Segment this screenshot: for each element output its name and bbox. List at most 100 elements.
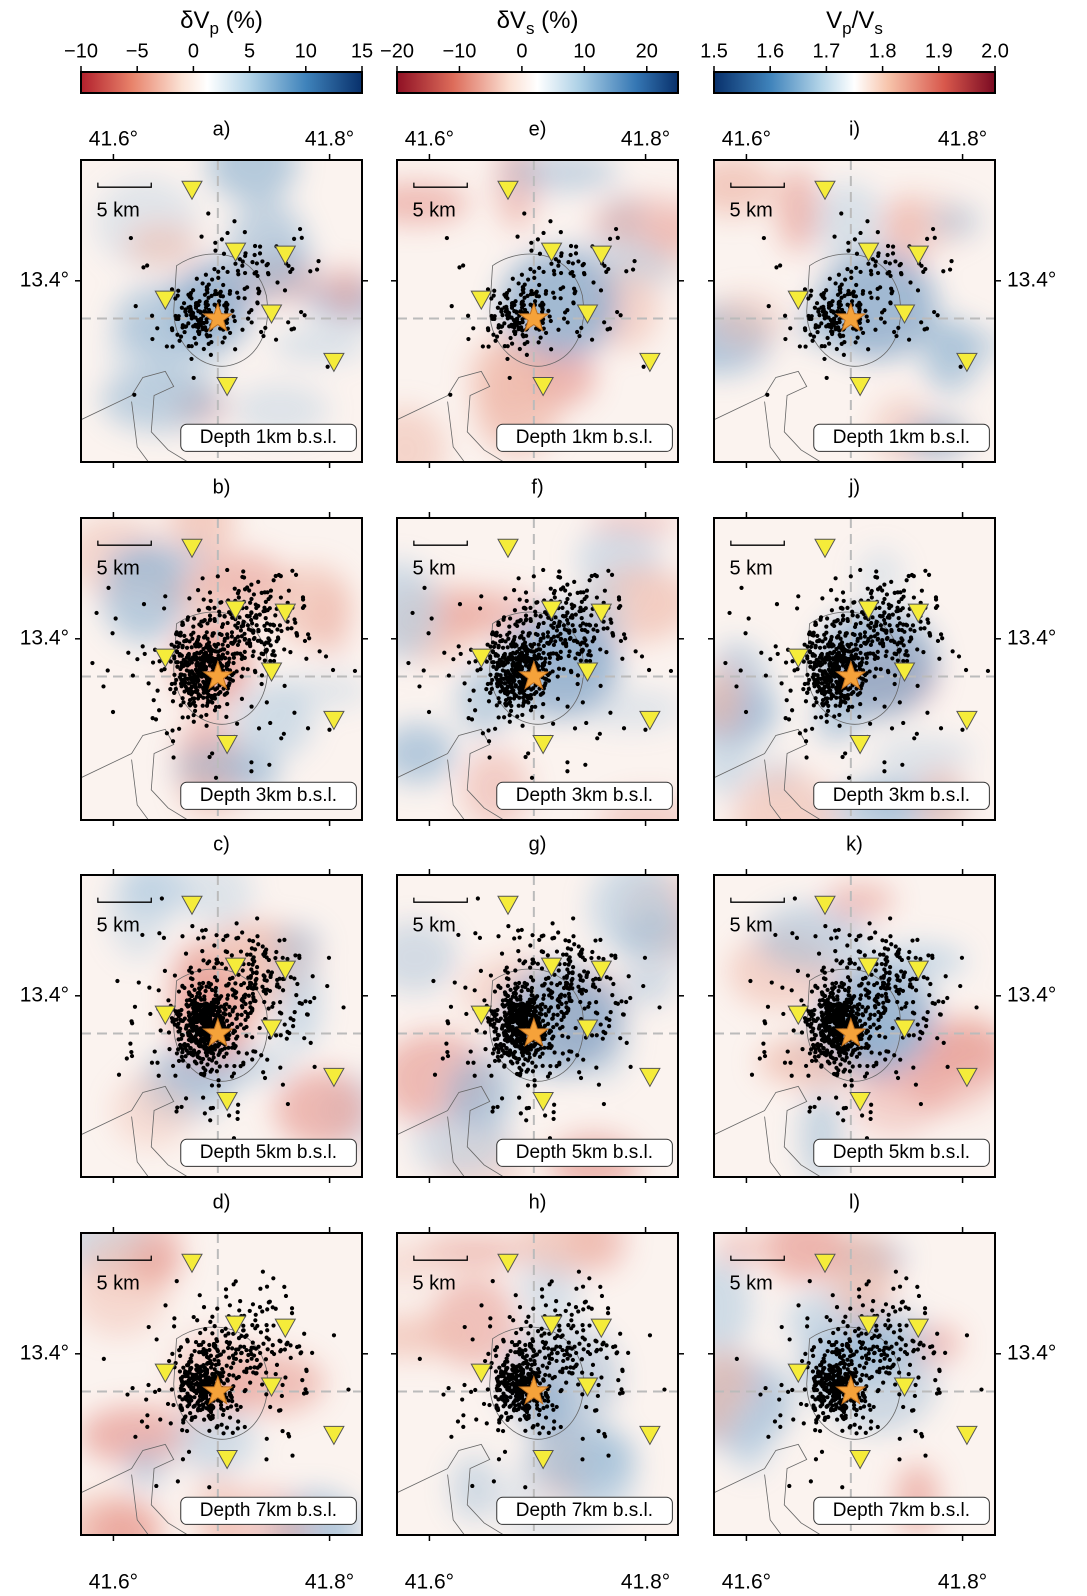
- anomaly: [525, 1424, 637, 1491]
- event: [426, 709, 432, 715]
- event: [265, 590, 270, 595]
- anomaly: [397, 722, 456, 784]
- event: [520, 712, 525, 718]
- event: [191, 1314, 196, 1320]
- event: [551, 642, 557, 648]
- event: [136, 980, 141, 985]
- event: [486, 344, 491, 349]
- event: [516, 980, 522, 986]
- event: [221, 1431, 226, 1436]
- event: [532, 275, 537, 280]
- event: [208, 333, 213, 338]
- event: [197, 684, 202, 689]
- event: [626, 974, 631, 979]
- event: [234, 936, 239, 941]
- event: [504, 965, 509, 970]
- event: [491, 644, 497, 650]
- event: [604, 975, 609, 980]
- event: [230, 1346, 235, 1351]
- event: [232, 1029, 238, 1034]
- event: [523, 1485, 528, 1490]
- event: [529, 1362, 534, 1368]
- scale-bar-label: 5 km: [96, 915, 139, 937]
- event: [233, 1044, 238, 1049]
- event: [194, 1382, 199, 1387]
- event: [268, 720, 273, 726]
- event: [214, 933, 219, 938]
- event: [559, 251, 564, 256]
- event: [564, 973, 570, 979]
- event: [169, 1387, 174, 1392]
- event: [564, 1000, 569, 1005]
- event: [491, 1047, 497, 1052]
- anomaly: [271, 329, 362, 361]
- event: [271, 1323, 276, 1328]
- event: [461, 1413, 466, 1418]
- event: [549, 1044, 554, 1049]
- event: [252, 271, 257, 276]
- event: [207, 1342, 212, 1348]
- event: [593, 985, 598, 990]
- colorbar-title: δVp (%): [180, 7, 263, 38]
- event: [532, 1078, 537, 1083]
- event: [238, 1404, 243, 1410]
- event: [531, 1398, 537, 1403]
- event: [178, 703, 183, 708]
- event: [242, 296, 247, 301]
- event: [179, 660, 184, 665]
- event: [561, 952, 566, 957]
- event: [146, 1324, 151, 1330]
- event: [516, 281, 521, 286]
- event: [515, 1014, 520, 1020]
- event: [531, 1354, 536, 1359]
- event: [205, 1011, 210, 1016]
- event: [172, 672, 177, 677]
- event: [513, 1293, 518, 1298]
- event: [261, 333, 266, 339]
- event: [608, 617, 613, 622]
- event: [561, 623, 566, 628]
- event: [249, 582, 254, 587]
- event: [508, 1389, 513, 1394]
- event: [508, 642, 514, 647]
- event: [587, 1351, 593, 1357]
- event: [561, 1358, 566, 1364]
- event: [217, 1009, 222, 1014]
- event: [598, 288, 604, 293]
- panel-letter: f): [531, 476, 543, 498]
- event: [520, 1001, 525, 1006]
- event: [516, 949, 521, 954]
- event: [489, 1073, 494, 1078]
- event: [485, 1387, 490, 1392]
- event: [184, 1002, 189, 1007]
- event: [239, 674, 244, 679]
- mainshock: [518, 660, 550, 690]
- event: [539, 1333, 544, 1338]
- event: [473, 931, 478, 936]
- depth-label-box: [180, 1138, 357, 1167]
- event: [529, 988, 534, 994]
- mainshock: [518, 1017, 550, 1047]
- event: [225, 567, 230, 573]
- event: [522, 1413, 527, 1418]
- event: [539, 949, 544, 954]
- event: [593, 1000, 599, 1005]
- event: [609, 953, 614, 958]
- scale-bar: [413, 540, 468, 546]
- station: [260, 662, 283, 683]
- event: [504, 1376, 509, 1381]
- event: [495, 1054, 500, 1059]
- event: [486, 728, 491, 733]
- event: [496, 1457, 502, 1462]
- event: [135, 657, 140, 662]
- event: [517, 320, 523, 326]
- scale-bar-label: 5 km: [96, 1273, 139, 1295]
- event: [251, 636, 257, 641]
- event: [502, 321, 507, 326]
- event: [187, 1359, 192, 1365]
- colorbar-tick-label: 1.9: [925, 40, 953, 62]
- event: [192, 997, 197, 1002]
- event: [537, 1431, 542, 1436]
- event: [145, 1413, 150, 1418]
- event: [212, 965, 217, 970]
